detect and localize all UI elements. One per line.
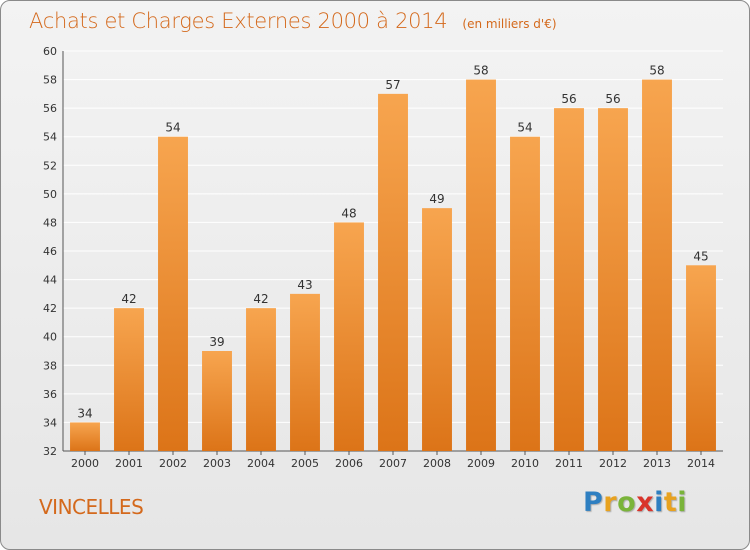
- y-tick-label: 38: [43, 359, 57, 372]
- logo-letter: i: [677, 487, 688, 518]
- data-label: 45: [693, 249, 708, 263]
- y-tick-label: 58: [43, 74, 57, 87]
- x-tick-label: 2012: [599, 457, 627, 470]
- data-label: 48: [341, 206, 356, 220]
- y-tick-label: 42: [43, 302, 57, 315]
- y-tick-label: 56: [43, 102, 57, 115]
- x-tick-label: 2001: [115, 457, 143, 470]
- data-label: 57: [385, 78, 400, 92]
- data-label: 56: [561, 92, 576, 106]
- y-tick-label: 48: [43, 216, 57, 229]
- x-tick-label: 2007: [379, 457, 407, 470]
- x-tick-label: 2011: [555, 457, 583, 470]
- bar: [510, 136, 540, 451]
- y-tick-label: 44: [43, 274, 57, 287]
- y-tick-label: 52: [43, 159, 57, 172]
- data-label: 49: [429, 192, 444, 206]
- bar: [378, 93, 408, 451]
- bar: [70, 422, 100, 451]
- x-tick-label: 2013: [643, 457, 671, 470]
- logo-letter: x: [636, 487, 655, 518]
- chart-title: Achats et Charges Externes 2000 à 2014: [29, 9, 448, 33]
- logo-letter: o: [617, 487, 637, 518]
- data-label: 42: [121, 292, 136, 306]
- x-tick-label: 2002: [159, 457, 187, 470]
- y-tick-label: 60: [43, 45, 57, 58]
- logo-letter: r: [603, 487, 618, 518]
- bar: [158, 136, 188, 451]
- x-tick-label: 2008: [423, 457, 451, 470]
- bar: [598, 108, 628, 452]
- data-label: 56: [605, 92, 620, 106]
- commune-name: VINCELLES: [39, 495, 144, 519]
- bar: [202, 351, 232, 451]
- x-tick-label: 2000: [71, 457, 99, 470]
- logo-letter: i: [654, 487, 664, 518]
- y-tick-label: 40: [43, 331, 57, 344]
- y-tick-label: 34: [43, 416, 57, 429]
- x-tick-label: 2009: [467, 457, 495, 470]
- bar: [114, 308, 144, 451]
- x-tick-label: 2005: [291, 457, 319, 470]
- proxiti-logo: Proxiti: [583, 487, 687, 518]
- data-label: 42: [253, 292, 268, 306]
- y-tick-label: 50: [43, 188, 57, 201]
- x-tick-label: 2014: [687, 457, 715, 470]
- y-tick-label: 32: [43, 445, 57, 458]
- x-tick-label: 2003: [203, 457, 231, 470]
- data-label: 34: [77, 406, 92, 420]
- data-label: 54: [517, 121, 532, 135]
- logo-letter: t: [663, 487, 678, 518]
- bar: [466, 79, 496, 452]
- chart-title-row: Achats et Charges Externes 2000 à 2014 (…: [29, 9, 557, 33]
- bar: [334, 222, 364, 451]
- x-tick-label: 2010: [511, 457, 539, 470]
- unit-note: (en milliers d'€): [462, 17, 557, 31]
- data-label: 39: [209, 335, 224, 349]
- data-label: 58: [473, 64, 488, 78]
- data-label: 58: [649, 64, 664, 78]
- y-tick-label: 46: [43, 245, 57, 258]
- y-tick-label: 54: [43, 131, 57, 144]
- x-tick-label: 2006: [335, 457, 363, 470]
- bar: [554, 108, 584, 452]
- bar: [290, 293, 320, 451]
- logo-letter: P: [583, 487, 604, 518]
- bar: [642, 79, 672, 452]
- x-tick-label: 2004: [247, 457, 275, 470]
- data-label: 54: [165, 121, 180, 135]
- y-tick-label: 36: [43, 388, 57, 401]
- bar: [246, 308, 276, 451]
- data-label: 43: [297, 278, 312, 292]
- bar: [686, 265, 716, 451]
- bar: [422, 208, 452, 451]
